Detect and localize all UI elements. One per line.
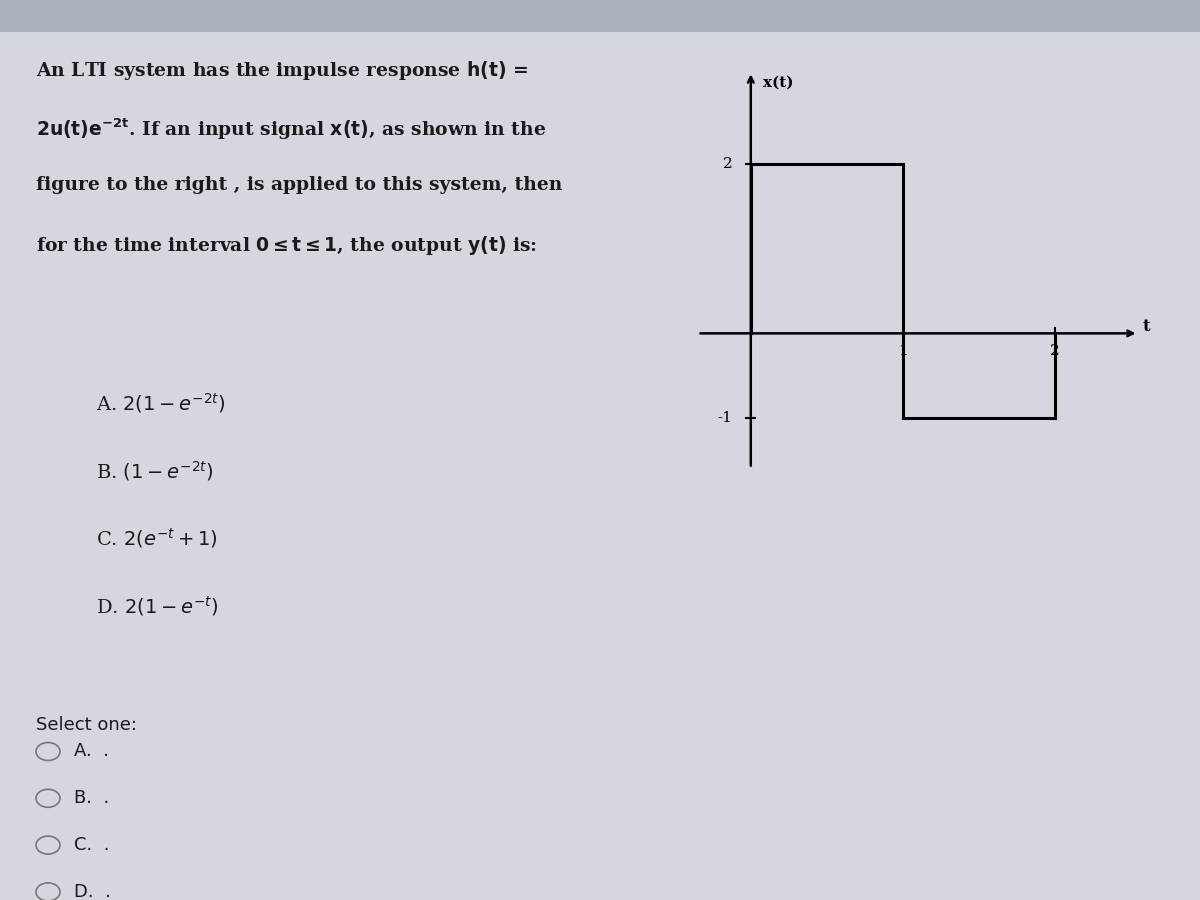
Text: D.  .: D. . — [74, 883, 112, 900]
Text: x(t): x(t) — [763, 76, 793, 90]
Text: B.  .: B. . — [74, 789, 109, 807]
Text: B. $(1 - e^{-2t})$: B. $(1 - e^{-2t})$ — [96, 459, 214, 483]
Text: 1: 1 — [898, 344, 907, 357]
Text: A.  .: A. . — [74, 742, 109, 760]
Text: figure to the right , is applied to this system, then: figure to the right , is applied to this… — [36, 176, 563, 194]
Text: A. $2(1 - e^{-2t})$: A. $2(1 - e^{-2t})$ — [96, 392, 226, 416]
Text: An LTI system has the impulse response $\mathbf{h(t)}$ =: An LTI system has the impulse response $… — [36, 58, 528, 82]
Text: Select one:: Select one: — [36, 716, 137, 733]
Text: 2: 2 — [1050, 344, 1060, 357]
Text: C. $2(e^{-t}+1)$: C. $2(e^{-t}+1)$ — [96, 526, 218, 551]
Bar — [0, 0, 1200, 32]
Text: -1: -1 — [718, 411, 732, 425]
Text: C.  .: C. . — [74, 836, 110, 854]
Text: for the time interval $\mathbf{0 \leq t \leq 1}$, the output $\mathbf{y(t)}$ is:: for the time interval $\mathbf{0 \leq t … — [36, 234, 538, 257]
Text: t: t — [1142, 318, 1151, 335]
Text: $\mathbf{2u(t)e^{-2t}}$. If an input signal $\mathbf{x(t)}$, as shown in the: $\mathbf{2u(t)e^{-2t}}$. If an input sig… — [36, 117, 546, 142]
Text: 2: 2 — [722, 158, 732, 171]
Text: D. $2(1-e^{-t})$: D. $2(1-e^{-t})$ — [96, 594, 218, 618]
